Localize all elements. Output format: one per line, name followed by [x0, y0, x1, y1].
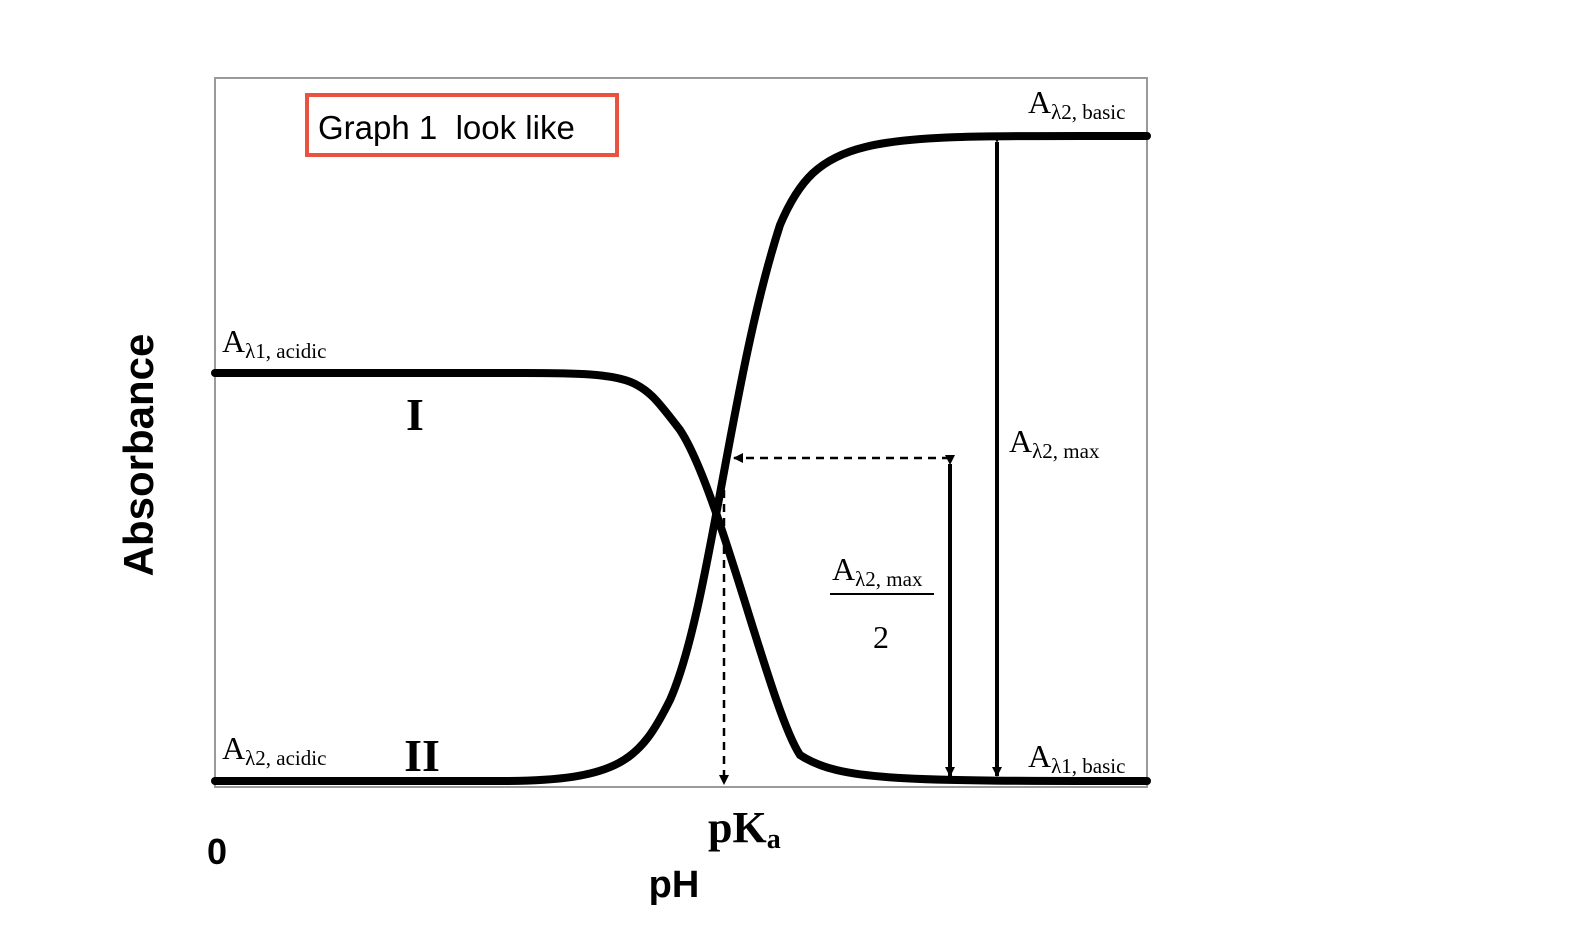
curve-2 — [211, 131, 1151, 785]
y-axis-label: Absorbance — [115, 334, 162, 577]
title-box-text: Graph 1 look like — [318, 109, 575, 146]
curve-2-label: II — [404, 730, 440, 781]
half-max-denominator: 2 — [873, 619, 889, 655]
x-axis-origin: 0 — [207, 831, 227, 872]
plot-frame — [214, 77, 1148, 788]
label-lambda1-acidic: Aλ1, acidic — [222, 323, 326, 363]
title-box-border — [305, 93, 619, 157]
label-lambda2-acidic: Aλ2, acidic — [222, 730, 326, 770]
label-lambda2-max: Aλ2, max — [1009, 423, 1100, 463]
curve-1 — [211, 369, 1151, 785]
half-max-numerator: Aλ2, max — [832, 551, 923, 591]
label-lambda2-basic: Aλ2, basic — [1028, 84, 1125, 124]
x-axis-label: pH — [649, 864, 700, 906]
curve-1-label: I — [406, 389, 424, 440]
pka-label: pKa — [708, 803, 781, 855]
label-lambda1-basic: Aλ1, basic — [1028, 738, 1125, 778]
